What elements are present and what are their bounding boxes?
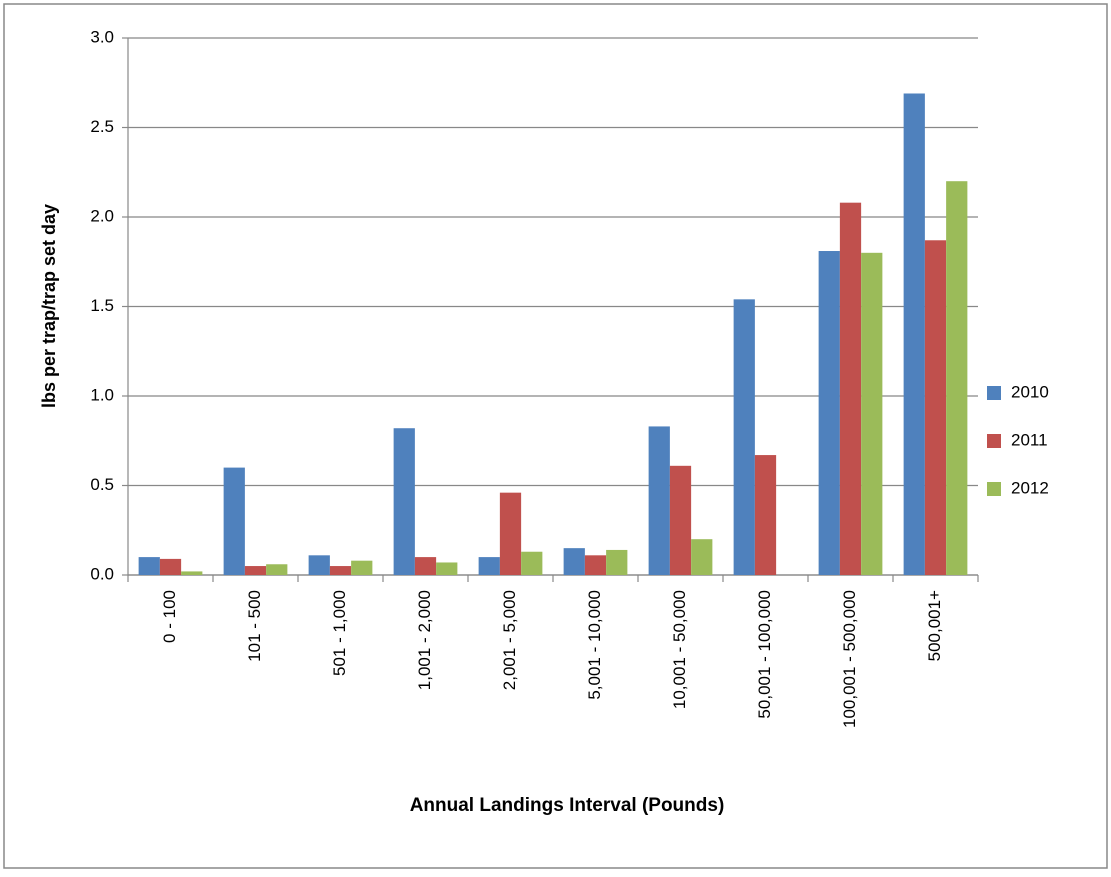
bar — [669, 465, 692, 575]
y-tick-label: 1.0 — [90, 385, 114, 404]
bar — [478, 557, 500, 575]
x-axis-title: Annual Landings Interval (Pounds) — [410, 795, 725, 816]
bar — [733, 299, 755, 575]
y-tick-label: 1.5 — [90, 296, 114, 315]
legend-label: 2012 — [1011, 478, 1049, 497]
bar — [584, 555, 607, 575]
legend-label: 2011 — [1011, 430, 1048, 449]
y-axis-title: lbs per trap/trap set day — [39, 204, 59, 408]
bar — [266, 564, 288, 575]
x-tick-label: 501 - 1,000 — [330, 590, 349, 676]
y-tick-label: 3.0 — [90, 27, 114, 46]
bar — [648, 426, 670, 575]
x-tick-label: 1,001 - 2,000 — [415, 590, 434, 690]
x-tick-label: 500,001+ — [925, 590, 944, 661]
x-tick-label: 10,001 - 50,000 — [670, 590, 689, 709]
bar — [308, 555, 330, 575]
bar — [351, 560, 373, 575]
y-tick-label: 0.5 — [90, 475, 114, 494]
legend-swatch — [987, 434, 1001, 448]
x-tick-label: 2,001 - 5,000 — [500, 590, 519, 690]
x-tick-label: 101 - 500 — [245, 590, 264, 662]
bar — [839, 202, 862, 575]
bar — [414, 557, 437, 575]
bar — [606, 549, 628, 575]
legend-label: 2010 — [1011, 382, 1049, 401]
bar — [159, 558, 182, 575]
bar — [521, 551, 543, 575]
bar — [924, 240, 947, 575]
y-tick-label: 2.5 — [90, 117, 114, 136]
y-tick-label: 2.0 — [90, 206, 114, 225]
legend-swatch — [987, 482, 1001, 496]
bar — [138, 557, 160, 575]
x-tick-label: 5,001 - 10,000 — [585, 590, 604, 700]
bar — [223, 467, 245, 575]
bar — [499, 492, 522, 575]
bar — [244, 566, 267, 575]
bar — [393, 428, 415, 575]
bar — [563, 548, 585, 575]
x-tick-label: 0 - 100 — [160, 590, 179, 643]
bar — [861, 252, 883, 576]
bar — [754, 455, 777, 575]
x-tick-label: 100,001 - 500,000 — [840, 590, 859, 728]
bar — [329, 566, 352, 575]
bar — [818, 251, 840, 575]
bar — [181, 571, 203, 575]
legend-swatch — [987, 386, 1001, 400]
y-tick-label: 0.0 — [90, 564, 114, 583]
bar — [903, 93, 925, 576]
bar — [691, 539, 713, 575]
x-tick-label: 50,001 - 100,000 — [755, 590, 774, 719]
bar — [946, 181, 968, 575]
bar — [436, 562, 458, 575]
